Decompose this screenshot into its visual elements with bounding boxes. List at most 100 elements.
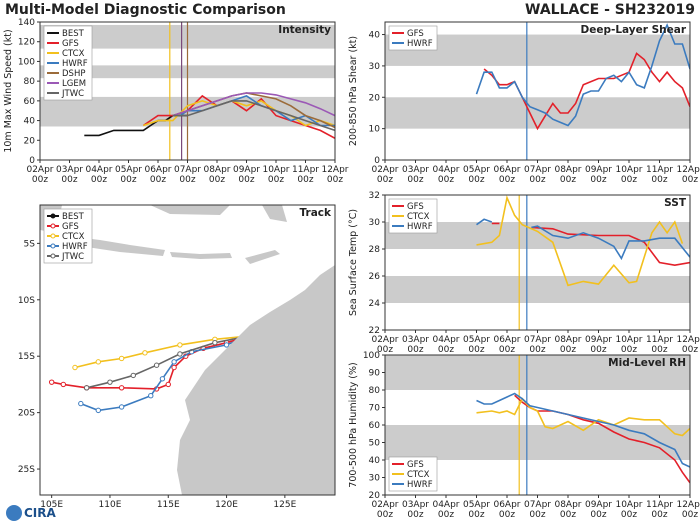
legend-label: GFS — [407, 29, 424, 39]
y-tick-label: 40 — [369, 456, 381, 466]
x-tick-label: 07Apr 00z — [174, 165, 201, 185]
y-tick-label: 100 — [363, 351, 380, 361]
track-point — [118, 355, 125, 362]
legend-label: GFS — [62, 39, 79, 49]
y-tick-label: 60 — [369, 421, 381, 431]
legend-label: HWRF — [407, 39, 433, 49]
x-tick-label: 110E — [99, 500, 122, 510]
track-point — [60, 381, 67, 388]
legend-label: HWRF — [62, 59, 88, 69]
track-point — [212, 339, 218, 346]
band — [385, 355, 690, 390]
track-point — [148, 393, 154, 399]
y-tick-label: 90 — [369, 369, 381, 379]
x-tick-label: 11Apr 00z — [646, 165, 673, 185]
x-tick-label: 07Apr 00z — [524, 165, 551, 185]
legend-label: HWRF — [407, 480, 433, 490]
track-point — [118, 404, 125, 410]
track-point — [95, 359, 102, 365]
x-tick-label: 03Apr 00z — [402, 165, 429, 185]
y-tick-label: 80 — [24, 77, 36, 87]
y-tick-label: 40 — [24, 117, 36, 127]
plot-frame — [39, 204, 336, 496]
series-line — [476, 397, 690, 437]
land-islands — [170, 252, 232, 259]
legend-label: CTCX — [62, 232, 85, 242]
x-tick-label: 04Apr 00z — [432, 165, 459, 185]
x-tick-label: 06Apr 00z — [493, 335, 520, 355]
legend-label: BEST — [62, 212, 85, 222]
track-point — [118, 385, 125, 391]
legend-label: GFS — [407, 202, 424, 212]
y-tick-label: 10 — [369, 125, 381, 135]
plot-frame — [384, 354, 691, 496]
x-tick-label: 02Apr 00z — [26, 165, 53, 185]
x-tick-label: 10Apr 00z — [262, 165, 289, 185]
track-point — [83, 385, 90, 391]
y-tick-label: 20 — [369, 93, 381, 103]
y-tick-label: 60 — [24, 97, 36, 107]
x-tick-label: 04Apr 00z — [432, 500, 459, 520]
x-tick-label: 05Apr 00z — [115, 165, 142, 185]
plot-content — [385, 355, 690, 495]
x-tick-label: 09Apr 00z — [233, 165, 260, 185]
x-tick-label: 09Apr 00z — [585, 335, 612, 355]
y-tick-label: 20 — [369, 491, 381, 501]
track-point — [171, 364, 177, 371]
y-tick-label: 30 — [369, 62, 381, 72]
x-tick-label: 05Apr 00z — [463, 165, 490, 185]
x-tick-label: 06Apr 00z — [493, 165, 520, 185]
storm-id: WALLACE - SH232019 — [525, 2, 695, 18]
y-axis-label: 10m Max Wind Speed (kt) — [3, 29, 14, 152]
x-tick-label: 10Apr 00z — [615, 335, 642, 355]
track-point — [95, 407, 102, 414]
legend-label: BEST — [62, 29, 85, 39]
legend-label: HWRF — [407, 222, 433, 232]
y-tick-label: 30 — [369, 474, 381, 484]
y-tick-label: 25S — [18, 465, 35, 475]
band — [385, 276, 690, 303]
legend-label: HWRF — [62, 242, 88, 252]
page-title: Multi-Model Diagnostic Comparison — [5, 2, 286, 18]
x-tick-label: 02Apr 00z — [371, 500, 398, 520]
legend-label: JTWC — [61, 89, 84, 99]
x-tick-label: 02Apr 00z — [371, 165, 398, 185]
series-line — [172, 92, 335, 117]
band — [385, 425, 690, 460]
series-line — [491, 222, 690, 267]
y-tick-label: 20S — [18, 409, 35, 419]
y-tick-label: 22 — [369, 326, 380, 336]
legend-swatch-dot — [50, 233, 56, 239]
legend-label: JTWC — [61, 252, 84, 262]
y-tick-label: 32 — [369, 191, 380, 201]
series-line — [475, 23, 690, 127]
y-tick-label: 5S — [24, 239, 36, 249]
y-tick-label: 80 — [369, 386, 381, 396]
y-tick-label: 0 — [29, 156, 35, 166]
series-line — [172, 100, 335, 132]
panel-title: Mid-Level RH — [608, 357, 686, 369]
panel-title: Intensity — [278, 24, 331, 36]
logo-mark — [6, 505, 22, 521]
track-point — [48, 379, 55, 385]
track-point — [177, 342, 183, 348]
track-point — [223, 342, 230, 348]
legend-label: CTCX — [407, 212, 430, 222]
x-tick-label: 03Apr 00z — [402, 500, 429, 520]
plot-frame — [384, 21, 691, 161]
x-tick-label: 08Apr 00z — [554, 165, 581, 185]
land-australia — [177, 265, 335, 495]
panel-title: Deep-Layer Shear — [580, 24, 686, 36]
land-borneo — [150, 205, 230, 215]
x-tick-label: 08Apr 00z — [554, 500, 581, 520]
y-tick-label: 24 — [369, 299, 381, 309]
plot-content — [40, 22, 335, 160]
y-tick-label: 0 — [374, 156, 380, 166]
track-point — [142, 350, 148, 356]
legend-swatch-dot — [50, 223, 56, 229]
band — [385, 97, 690, 129]
y-axis-label: Sea Surface Temp (°C) — [348, 209, 359, 316]
series-line — [476, 195, 684, 287]
series-line — [476, 218, 690, 261]
